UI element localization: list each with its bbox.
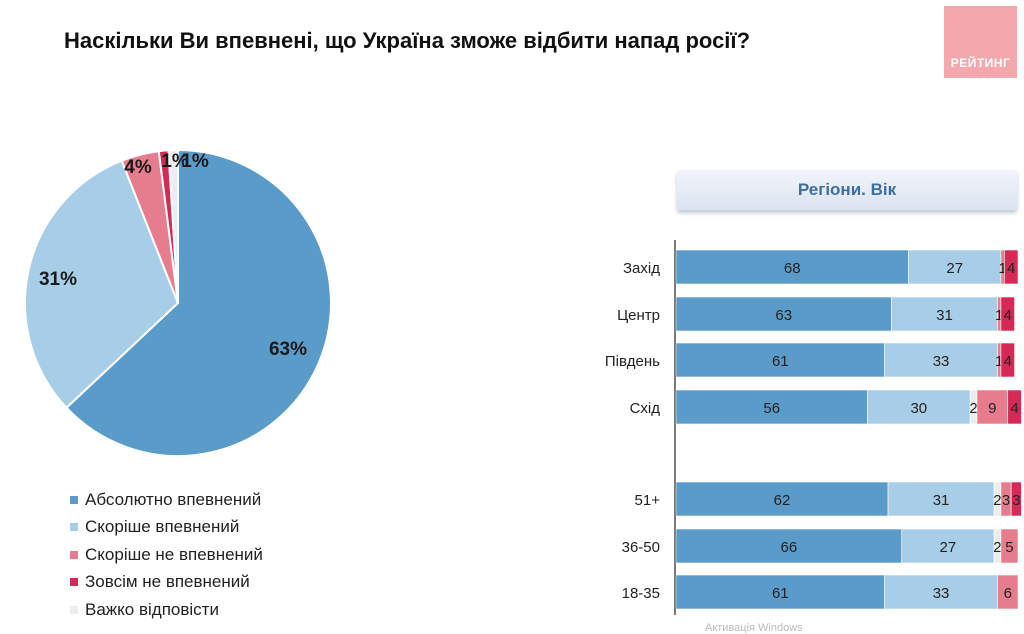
bar-segment: [675, 389, 868, 425]
bar-data-label: 30: [910, 400, 927, 417]
bar-data-label: 27: [946, 260, 963, 277]
bar-segment: [901, 528, 995, 564]
legend-item: Зовсім не впевнений: [70, 569, 263, 597]
bar-data-label: 31: [936, 307, 953, 324]
bar-segment: [887, 481, 995, 517]
bar-data-label: 33: [933, 353, 950, 370]
pie-chart: 63% 31% 4% 1%1%: [24, 148, 332, 457]
pie-slice-label: 31%: [39, 269, 77, 290]
bar-segment: [867, 389, 971, 425]
legend-label: Важко відповісти: [85, 599, 219, 619]
bar-data-label: 68: [784, 260, 801, 277]
bar-data-label: 4: [1007, 260, 1015, 277]
bar-segment: [976, 389, 1009, 425]
bar-data-label: 33: [933, 585, 950, 602]
category-label: 36-50: [622, 539, 660, 556]
pie-slice: [65, 148, 332, 457]
legend-label: Абсолютно впевнений: [85, 489, 262, 509]
bar-data-label: 4: [1010, 400, 1018, 417]
pie-slice-label: 1%: [181, 151, 209, 172]
bar-segment: [1000, 342, 1015, 378]
bar-segment: [675, 342, 885, 378]
page-title: Наскільки Ви впевнені, що Україна зможе …: [64, 28, 751, 53]
category-label: Захід: [623, 260, 660, 277]
windows-watermark: Активація Windows: [705, 622, 803, 634]
bar-segment: [675, 528, 903, 564]
rating-logo: РЕЙТИНГ: [944, 6, 1017, 78]
bar-segment: [675, 249, 909, 285]
bar-data-label: 5: [1005, 539, 1013, 556]
bar-data-label: 61: [772, 585, 789, 602]
legend-swatch: [70, 605, 78, 614]
legend-label: Скоріше не впевнений: [85, 544, 263, 564]
bar-segment: [1007, 389, 1022, 425]
bar-data-label: 66: [781, 539, 798, 556]
bar-data-label: 56: [763, 400, 780, 417]
legend-item: Скоріше впевнений: [70, 514, 263, 542]
bar-segment: [1004, 249, 1019, 285]
category-label: 51+: [635, 492, 661, 509]
pie-slice-label: 4%: [124, 157, 152, 178]
legend-label: Зовсім не впевнений: [85, 572, 250, 592]
bar-data-label: 1: [995, 307, 1003, 324]
logo-text: РЕЙТИНГ: [950, 56, 1011, 70]
bar-data-label: 62: [774, 492, 791, 509]
bar-data-label: 31: [933, 492, 950, 509]
bar-segment: [997, 574, 1019, 610]
legend-item: Важко відповісти: [70, 596, 263, 624]
bar-data-label: 2: [993, 492, 1001, 509]
bar-segment: [884, 574, 998, 610]
pie-slice-label: 63%: [269, 339, 307, 360]
pie-slice: [167, 148, 179, 304]
legend-swatch: [70, 550, 78, 559]
bar-segment: [675, 574, 885, 610]
category-label: Центр: [617, 307, 660, 324]
bar-data-label: 4: [1004, 307, 1012, 324]
legend-label: Скоріше впевнений: [85, 517, 240, 537]
bar-segment: [891, 296, 998, 332]
bar-segment: [884, 342, 998, 378]
category-label: 18-35: [622, 585, 660, 602]
bar-segment: [1010, 481, 1022, 517]
bar-data-label: 61: [772, 353, 789, 370]
bar-data-label: 4: [1004, 353, 1012, 370]
bar-segment: [1000, 296, 1015, 332]
bar-segment: [675, 296, 892, 332]
regions-age-header: Регіони. Вік: [677, 170, 1017, 210]
bar-segment: [908, 249, 1002, 285]
pie-slice: [24, 159, 180, 410]
bar-data-label: 1: [995, 353, 1003, 370]
pie-slice-label: 1%: [161, 151, 189, 172]
legend-item: Абсолютно впевнений: [70, 486, 263, 514]
legend-swatch: [70, 578, 78, 587]
bar-data-label: 63: [775, 307, 792, 324]
bar-segment: [1000, 528, 1019, 564]
bar-data-label: 2: [993, 539, 1001, 556]
legend-swatch: [70, 495, 78, 504]
legend-item: Скоріше не впевнений: [70, 541, 263, 569]
bar-data-label: 3: [1012, 492, 1020, 509]
bar-data-label: 6: [1004, 585, 1012, 602]
pie-legend: Абсолютно впевнений Скоріше впевнений Скор…: [70, 486, 263, 624]
bar-data-label: 2: [969, 400, 977, 417]
category-label: Схід: [630, 400, 661, 417]
legend-swatch: [70, 523, 78, 532]
category-label: Південь: [605, 353, 660, 370]
bar-segment: [675, 481, 889, 517]
bar-data-label: 1: [998, 260, 1006, 277]
bar-data-label: 27: [940, 539, 957, 556]
bar-data-label: 3: [1002, 492, 1010, 509]
bar-data-label: 9: [988, 400, 996, 417]
